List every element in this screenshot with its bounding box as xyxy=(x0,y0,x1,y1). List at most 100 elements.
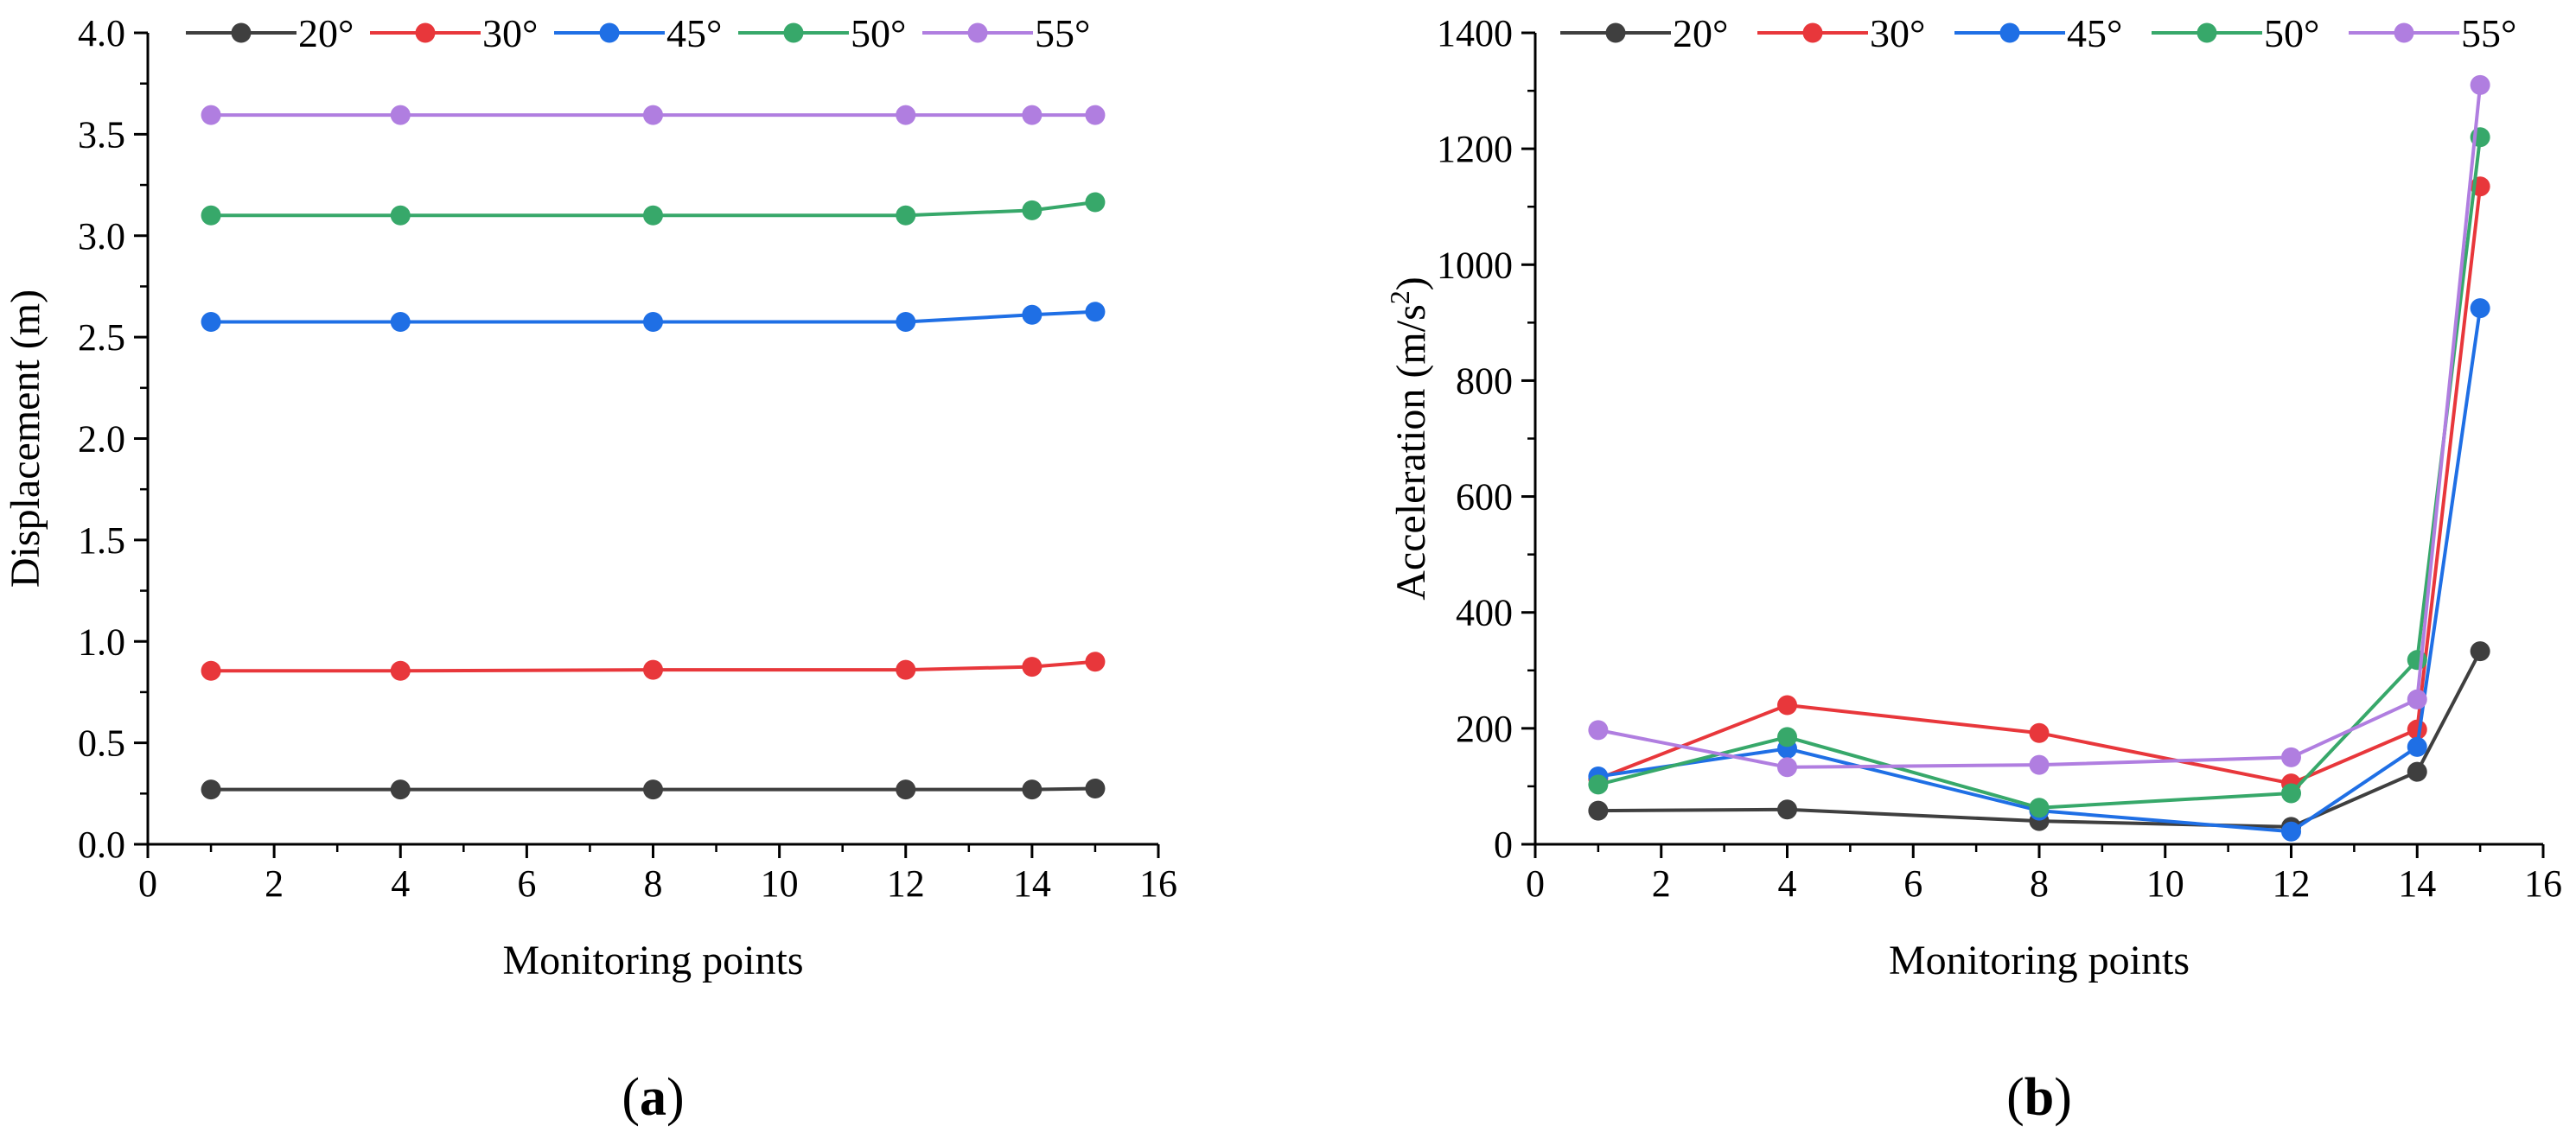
data-point xyxy=(1085,192,1106,213)
data-point xyxy=(201,312,221,333)
legend-label: 55° xyxy=(2461,11,2516,55)
series-3 xyxy=(201,192,1106,226)
data-point xyxy=(643,105,663,125)
y-tick-label: 800 xyxy=(1456,359,1513,402)
legend-marker xyxy=(599,22,620,43)
y-tick-label: 2.5 xyxy=(78,316,125,359)
y-tick-label: 1.5 xyxy=(78,519,125,562)
data-point xyxy=(2407,736,2427,757)
x-tick-label: 8 xyxy=(2030,862,2049,905)
y-tick-label: 0.0 xyxy=(78,824,125,866)
legend-marker xyxy=(967,22,988,43)
legend-marker xyxy=(783,22,804,43)
x-tick-label: 4 xyxy=(1778,862,1797,905)
y-tick-label: 1200 xyxy=(1437,128,1513,170)
data-point xyxy=(896,312,916,333)
series-line xyxy=(211,786,1095,792)
x-tick-label: 2 xyxy=(265,862,284,905)
legend-marker xyxy=(1999,22,2020,43)
data-point xyxy=(1085,302,1106,322)
data-point xyxy=(2470,298,2490,319)
series-line xyxy=(1597,137,2483,810)
data-point xyxy=(1777,757,1797,778)
x-tick-label: 10 xyxy=(2146,862,2184,905)
data-point xyxy=(2029,722,2050,743)
panel-label-close: ) xyxy=(2054,1068,2072,1127)
y-tick-label: 400 xyxy=(1456,592,1513,634)
legend-marker xyxy=(231,22,252,43)
y-axis-title-close: ) xyxy=(1388,277,1434,290)
data-point xyxy=(2281,783,2301,804)
series-1 xyxy=(201,652,1106,681)
legend-label: 45° xyxy=(666,11,722,55)
data-point xyxy=(643,205,663,226)
x-tick-label: 10 xyxy=(761,862,799,905)
data-point xyxy=(2029,798,2050,818)
x-axis-title: Monitoring points xyxy=(1889,938,2190,983)
legend-item: 30° xyxy=(1757,11,1925,55)
legend-label: 45° xyxy=(2067,11,2122,55)
data-point xyxy=(390,779,411,800)
y-tick-label: 3.0 xyxy=(78,215,125,258)
legend-item: 55° xyxy=(922,11,1090,55)
legend-label: 30° xyxy=(482,11,538,55)
data-point xyxy=(1022,200,1043,220)
x-tick-label: 4 xyxy=(391,862,410,905)
y-tick-label: 600 xyxy=(1456,476,1513,518)
data-point xyxy=(390,660,411,681)
legend-item: 50° xyxy=(738,11,906,55)
data-point xyxy=(2407,719,2427,740)
panel-label-open: ( xyxy=(2006,1068,2024,1127)
data-point xyxy=(1085,778,1106,798)
legend: 20° 30° 45° 50° 55° xyxy=(1560,11,2516,55)
x-tick-label: 14 xyxy=(1013,862,1051,905)
data-point xyxy=(1777,799,1797,820)
data-point xyxy=(2281,747,2301,767)
data-point xyxy=(390,205,411,226)
data-point xyxy=(643,659,663,680)
series-2 xyxy=(201,302,1106,333)
data-point xyxy=(1022,105,1043,125)
y-tick-label: 0 xyxy=(1494,824,1513,866)
legend-label: 55° xyxy=(1035,11,1090,55)
data-point xyxy=(201,205,221,226)
data-point xyxy=(2407,689,2427,709)
data-point xyxy=(390,312,411,333)
series-line xyxy=(1597,650,2482,829)
x-tick-label: 6 xyxy=(517,862,536,905)
x-tick-label: 0 xyxy=(1526,862,1545,905)
data-point xyxy=(201,779,221,800)
data-point xyxy=(643,779,663,800)
series-line xyxy=(1597,308,2483,834)
panel-label-letter: a xyxy=(640,1068,666,1127)
legend-item: 20° xyxy=(1560,11,1728,55)
y-axis-title-main: Acceleration (m/s xyxy=(1388,304,1434,601)
series-line xyxy=(211,200,1096,218)
data-point xyxy=(201,660,221,681)
data-point xyxy=(643,312,663,333)
x-tick-label: 16 xyxy=(2524,862,2562,905)
data-point xyxy=(2407,761,2427,782)
x-tick-label: 14 xyxy=(2398,862,2436,905)
x-tick-label: 6 xyxy=(1903,862,1922,905)
y-tick-label: 0.5 xyxy=(78,722,125,765)
series-4 xyxy=(201,105,1106,125)
x-tick-label: 8 xyxy=(644,862,663,905)
data-point xyxy=(896,779,916,800)
y-axis-title-superscript: 2 xyxy=(1384,290,1415,304)
data-point xyxy=(1777,695,1797,716)
series-3 xyxy=(1588,127,2490,818)
legend-item: 20° xyxy=(186,11,354,55)
data-point xyxy=(2281,821,2301,842)
y-axis-title: Displacement (m) xyxy=(3,289,48,588)
x-tick-label: 12 xyxy=(887,862,925,905)
panel-label-open: ( xyxy=(622,1068,640,1127)
panel-b-acceleration-chart: 0 2 4 6 8 10 12 14 16 0 200 400 600 800 1000 1200 1400 Mo… xyxy=(1384,11,2562,1127)
legend-marker xyxy=(415,22,436,43)
series-line xyxy=(211,659,1096,673)
y-tick-label: 1000 xyxy=(1437,244,1513,286)
legend-label: 50° xyxy=(2264,11,2319,55)
data-point xyxy=(896,205,916,226)
panel-label: (a) xyxy=(622,1068,684,1127)
data-point xyxy=(1022,304,1043,325)
